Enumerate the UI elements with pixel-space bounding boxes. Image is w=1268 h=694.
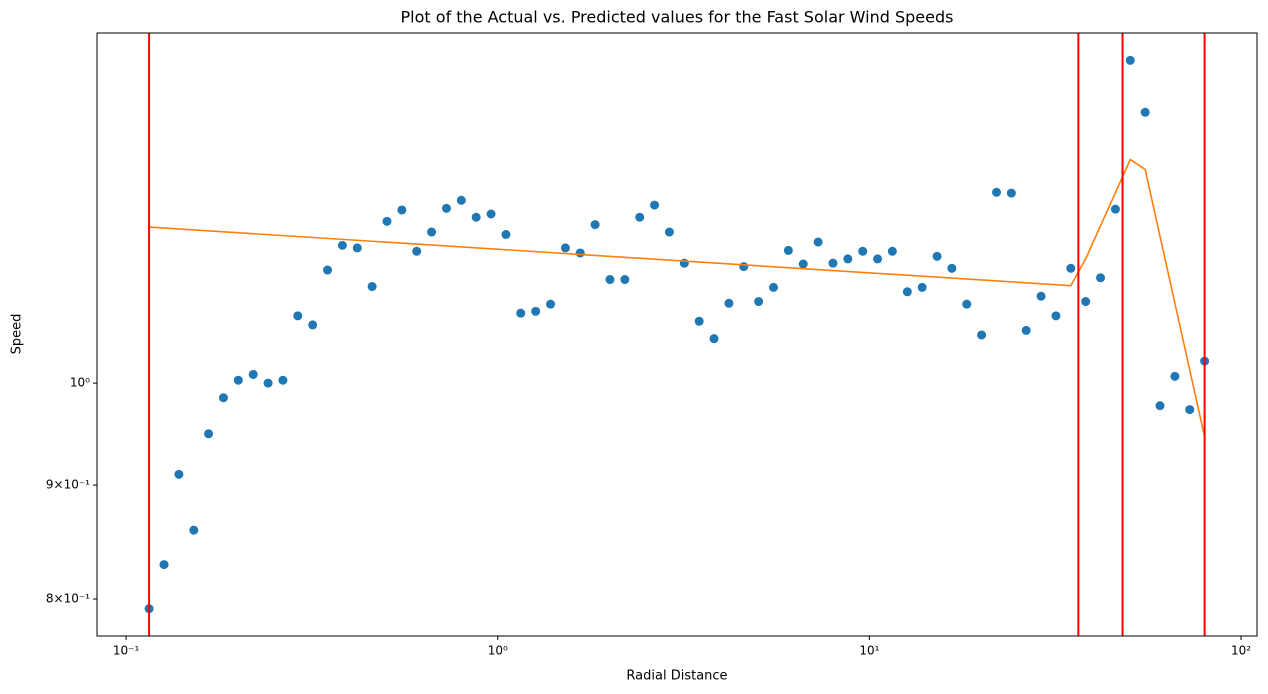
x-tick-label: 10⁰ (488, 644, 508, 658)
scatter-point (367, 282, 377, 292)
scatter-point (1170, 371, 1180, 381)
scatter-point (293, 311, 303, 321)
scatter-point (189, 525, 199, 535)
plot-frame (96, 32, 1258, 637)
scatter-point (486, 209, 496, 219)
x-tick-label: 10¹ (859, 644, 879, 658)
y-tick-label: 9×10⁻¹ (46, 478, 90, 492)
scatter-point (204, 429, 214, 439)
scatter-point (694, 316, 704, 326)
scatter-point (813, 237, 823, 247)
y-tick-label: 8×10⁻¹ (46, 592, 90, 606)
scatter-point (992, 187, 1002, 197)
scatter-point (917, 282, 927, 292)
scatter-point (560, 243, 570, 253)
scatter-point (546, 299, 556, 309)
scatter-point (724, 298, 734, 308)
scatter-point (783, 245, 793, 255)
scatter-point (501, 230, 511, 240)
scatter-point (962, 299, 972, 309)
scatter-point (828, 258, 838, 268)
scatter-point (337, 240, 347, 250)
scatter-point (947, 263, 957, 273)
scatter-point (218, 393, 228, 403)
scatter-point (664, 227, 674, 237)
scatter-point (858, 246, 868, 256)
scatter-point (382, 216, 392, 226)
scatter-point (323, 265, 333, 275)
scatter-point (590, 220, 600, 230)
scatter-point (248, 369, 258, 379)
x-tick-label: 10⁻¹ (113, 644, 140, 658)
x-tick-label: 10² (1231, 644, 1251, 658)
scatter-point (1036, 291, 1046, 301)
x-axis-label: Radial Distance (626, 669, 727, 684)
line (149, 158, 1206, 438)
scatter-point (902, 287, 912, 297)
scatter-point (1081, 297, 1091, 307)
scatter-point (159, 560, 169, 570)
scatter-point (471, 212, 481, 222)
scatter-point (516, 308, 526, 318)
scatter-point (1110, 204, 1120, 214)
scatter-point (843, 254, 853, 264)
scatter-point (278, 375, 288, 385)
scatter-point (427, 227, 437, 237)
scatter-point (1125, 55, 1135, 65)
scatter-point (932, 251, 942, 261)
scatter-point (1066, 263, 1076, 273)
scatter-point (412, 246, 422, 256)
chart-title: Plot of the Actual vs. Predicted values … (401, 8, 954, 27)
scatter-point (605, 275, 615, 285)
scatter-point (233, 375, 243, 385)
scatter-point (397, 205, 407, 215)
scatter-point (1096, 273, 1106, 283)
scatter-point (263, 378, 273, 388)
scatter-point (1185, 405, 1195, 415)
scatter-point (873, 254, 883, 264)
scatter-point (709, 334, 719, 344)
scatter-point (1051, 311, 1061, 321)
scatter-point (308, 320, 318, 330)
scatter-point (441, 203, 451, 213)
scatter-point (575, 248, 585, 258)
y-axis-label: Speed (10, 314, 25, 355)
scatter-point (887, 246, 897, 256)
scatter-point (1006, 188, 1016, 198)
y-tick-label: 10⁰ (70, 376, 90, 390)
scatter-point (977, 330, 987, 340)
scatter-point (1021, 325, 1031, 335)
scatter-point (456, 195, 466, 205)
scatter-point (798, 259, 808, 269)
scatter-point (769, 282, 779, 292)
scatter-point (1155, 401, 1165, 411)
scatter-point (679, 258, 689, 268)
scatter-point (635, 212, 645, 222)
scatter-point (754, 297, 764, 307)
scatter-point (1140, 107, 1150, 117)
scatter-point (531, 306, 541, 316)
scatter-point (739, 262, 749, 272)
scatter-point (620, 275, 630, 285)
scatter-point (352, 243, 362, 253)
scatter-point (650, 200, 660, 210)
scatter-point (174, 469, 184, 479)
